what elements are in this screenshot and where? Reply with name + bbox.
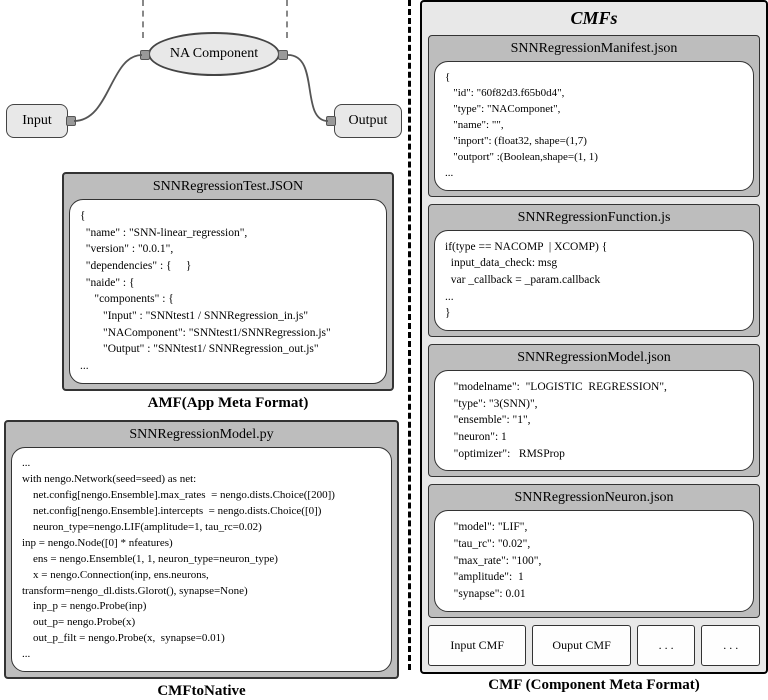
flow-curves: [0, 0, 405, 160]
cmfs-title: CMFs: [428, 8, 760, 29]
cmf-row: Input CMF Ouput CMF . . . . . .: [428, 625, 760, 666]
function-title: SNNRegressionFunction.js: [434, 210, 754, 226]
model-title: SNNRegressionModel.json: [434, 350, 754, 366]
amf-section: SNNRegressionTest.JSON { "name" : "SNN-l…: [62, 172, 394, 412]
dots-cmf-1: . . .: [637, 625, 696, 666]
cmftonative-title: SNNRegressionModel.py: [11, 427, 392, 443]
cmftonative-section: SNNRegressionModel.py ... with nengo.Net…: [4, 420, 399, 700]
manifest-body: { "id": "60f82d3.f65b0d4", "type": "NACo…: [434, 61, 754, 191]
model-body: "modelname": "LOGISTIC REGRESSION", "typ…: [434, 370, 754, 471]
amf-body: { "name" : "SNN-linear_regression", "ver…: [69, 199, 387, 384]
cmfs-caption: CMF (Component Meta Format): [420, 677, 768, 694]
amf-caption: AMF(App Meta Format): [62, 395, 394, 412]
right-panel: CMFs SNNRegressionManifest.json { "id": …: [420, 0, 768, 684]
neuron-body: "model": "LIF", "tau_rc": "0.02", "max_r…: [434, 510, 754, 611]
manifest-title: SNNRegressionManifest.json: [434, 41, 754, 57]
output-cmf: Ouput CMF: [532, 625, 630, 666]
amf-title: SNNRegressionTest.JSON: [69, 179, 387, 195]
left-panel: NA Component Input Output SNNRegressionT…: [0, 0, 405, 684]
amf-panel: SNNRegressionTest.JSON { "name" : "SNN-l…: [62, 172, 394, 391]
vertical-divider: [408, 0, 411, 670]
input-cmf: Input CMF: [428, 625, 526, 666]
cmftonative-body: ... with nengo.Network(seed=seed) as net…: [11, 447, 392, 672]
cmfs-inner: SNNRegressionManifest.json { "id": "60f8…: [428, 35, 760, 666]
cmftonative-caption: CMFtoNative: [4, 683, 399, 700]
model-panel: SNNRegressionModel.json "modelname": "LO…: [428, 344, 760, 477]
neuron-panel: SNNRegressionNeuron.json "model": "LIF",…: [428, 484, 760, 617]
cmftonative-panel: SNNRegressionModel.py ... with nengo.Net…: [4, 420, 399, 679]
dots-cmf-2: . . .: [701, 625, 760, 666]
neuron-title: SNNRegressionNeuron.json: [434, 490, 754, 506]
function-body: if(type == NACOMP | XCOMP) { input_data_…: [434, 230, 754, 331]
cmfs-container: CMFs SNNRegressionManifest.json { "id": …: [420, 0, 768, 674]
function-panel: SNNRegressionFunction.js if(type == NACO…: [428, 204, 760, 337]
manifest-panel: SNNRegressionManifest.json { "id": "60f8…: [428, 35, 760, 197]
flowchart: NA Component Input Output: [0, 0, 405, 160]
